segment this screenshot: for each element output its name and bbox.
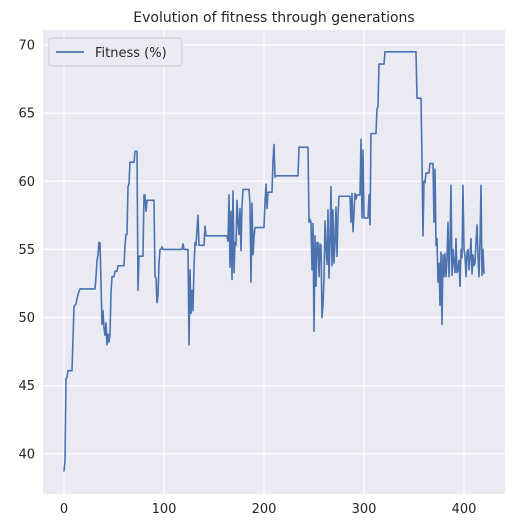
- legend: Fitness (%): [48, 37, 183, 67]
- chart-title: Evolution of fitness through generations: [133, 10, 414, 26]
- y-axis-ticks: 40 45 50 55 60 65 70: [18, 38, 35, 462]
- y-tick-label: 50: [18, 311, 35, 326]
- legend-box: [48, 37, 183, 67]
- grid-lines: [43, 30, 505, 494]
- y-tick-label: 55: [18, 243, 35, 258]
- fitness-series-line: [63, 50, 485, 472]
- y-tick-label: 60: [18, 175, 35, 190]
- series-layer: [63, 50, 485, 472]
- x-tick-label: 200: [252, 502, 277, 517]
- x-axis-ticks: 0 100 200 300 400: [60, 502, 477, 517]
- x-tick-label: 300: [352, 502, 377, 517]
- y-tick-label: 40: [18, 447, 35, 462]
- legend-label: Fitness (%): [95, 46, 167, 61]
- y-tick-label: 45: [18, 379, 35, 394]
- y-tick-label: 70: [18, 38, 35, 53]
- x-tick-label: 0: [60, 502, 68, 517]
- y-tick-label: 65: [18, 107, 35, 122]
- x-tick-label: 400: [452, 502, 477, 517]
- x-tick-label: 100: [152, 502, 177, 517]
- plot-area: [43, 30, 505, 494]
